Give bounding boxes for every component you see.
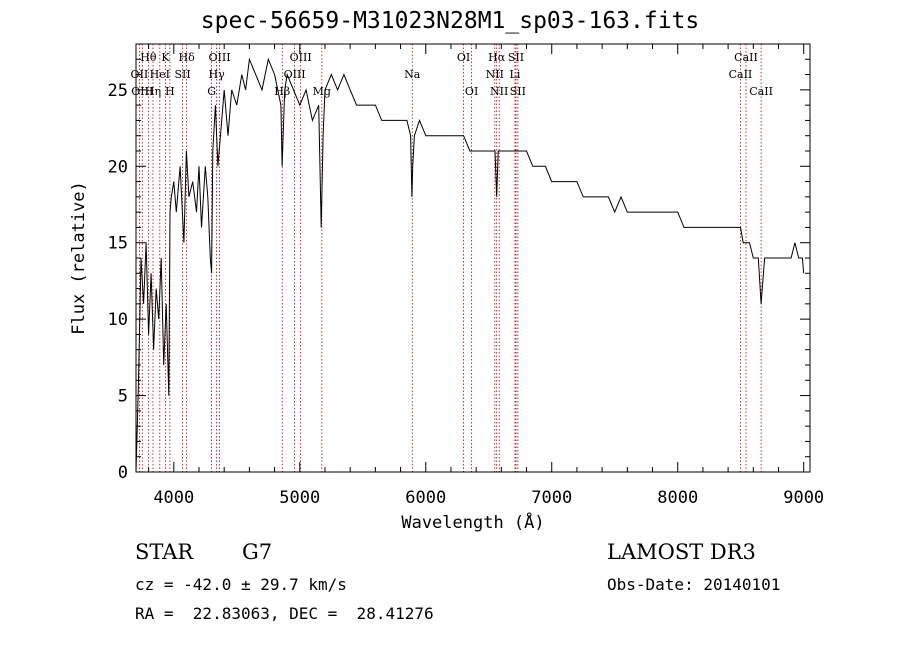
line-label-23: Li <box>510 68 521 81</box>
line-label-8: SII <box>174 68 190 81</box>
line-label-11: G <box>207 85 216 98</box>
y-tick-label-3: 15 <box>108 234 128 254</box>
line-label-27: CaII <box>749 85 773 98</box>
line-label-22: SII <box>508 51 524 64</box>
line-label-2: OIII <box>131 85 153 98</box>
line-label-26: CaII <box>729 68 753 81</box>
x-tick-label-4: 8000 <box>657 488 698 508</box>
x-axis-label: Wavelength (Å) <box>401 511 544 533</box>
x-axis-ticks: 4000 5000 6000 7000 8000 9000 <box>148 44 824 508</box>
redshift-velocity: cz = -42.0 ± 29.7 km/s <box>135 575 347 594</box>
plot-frame <box>135 43 811 473</box>
x-tick-label-1: 5000 <box>279 488 320 508</box>
spectral-line-markers <box>139 44 762 472</box>
line-label-4: HeI <box>150 68 170 81</box>
line-label-25: CaII <box>734 51 758 64</box>
line-label-19: Hα <box>488 51 506 64</box>
line-label-17: OI <box>457 51 470 64</box>
x-tick-label-2: 6000 <box>405 488 446 508</box>
line-label-0: Hθ <box>140 51 157 64</box>
line-label-16: Na <box>404 68 421 81</box>
line-label-3: K <box>161 51 170 64</box>
object-class: STAR <box>135 540 194 564</box>
line-label-10: Hγ <box>209 68 226 81</box>
chart-title: spec-56659-M31023N28M1_sp03-163.fits <box>200 8 700 34</box>
x-tick-label-5: 9000 <box>783 488 824 508</box>
x-tick-label-3: 7000 <box>531 488 572 508</box>
line-label-6: H <box>165 85 175 98</box>
line-label-13: OIII <box>284 68 306 81</box>
y-axis-label: Flux (relative) <box>69 181 89 335</box>
line-label-21: NII <box>490 85 508 98</box>
observation-date: Obs-Date: 20140101 <box>607 575 781 594</box>
y-tick-label-5: 25 <box>108 81 128 101</box>
y-tick-label-0: 0 <box>118 463 128 483</box>
line-label-20: NII <box>486 68 504 81</box>
line-label-5: Hη <box>145 85 161 98</box>
line-label-7: Hδ <box>179 51 196 64</box>
y-tick-label-4: 20 <box>108 157 128 177</box>
y-tick-label-2: 10 <box>108 310 128 330</box>
line-label-24: SII <box>510 85 526 98</box>
line-label-15: Mg <box>313 85 331 98</box>
line-label-9: OIII <box>208 51 230 64</box>
line-label-12: OIII <box>290 51 312 64</box>
y-tick-label-1: 5 <box>118 387 128 407</box>
object-subclass: G7 <box>242 540 273 564</box>
sky-coordinates: RA = 22.83063, DEC = 28.41276 <box>135 604 434 623</box>
x-tick-label-0: 4000 <box>153 488 194 508</box>
line-label-18: OI <box>465 85 478 98</box>
y-axis-ticks: 0 5 10 15 20 25 <box>108 43 810 483</box>
survey-name: LAMOST DR3 <box>607 540 756 564</box>
spectrum-series-line <box>135 57 805 473</box>
